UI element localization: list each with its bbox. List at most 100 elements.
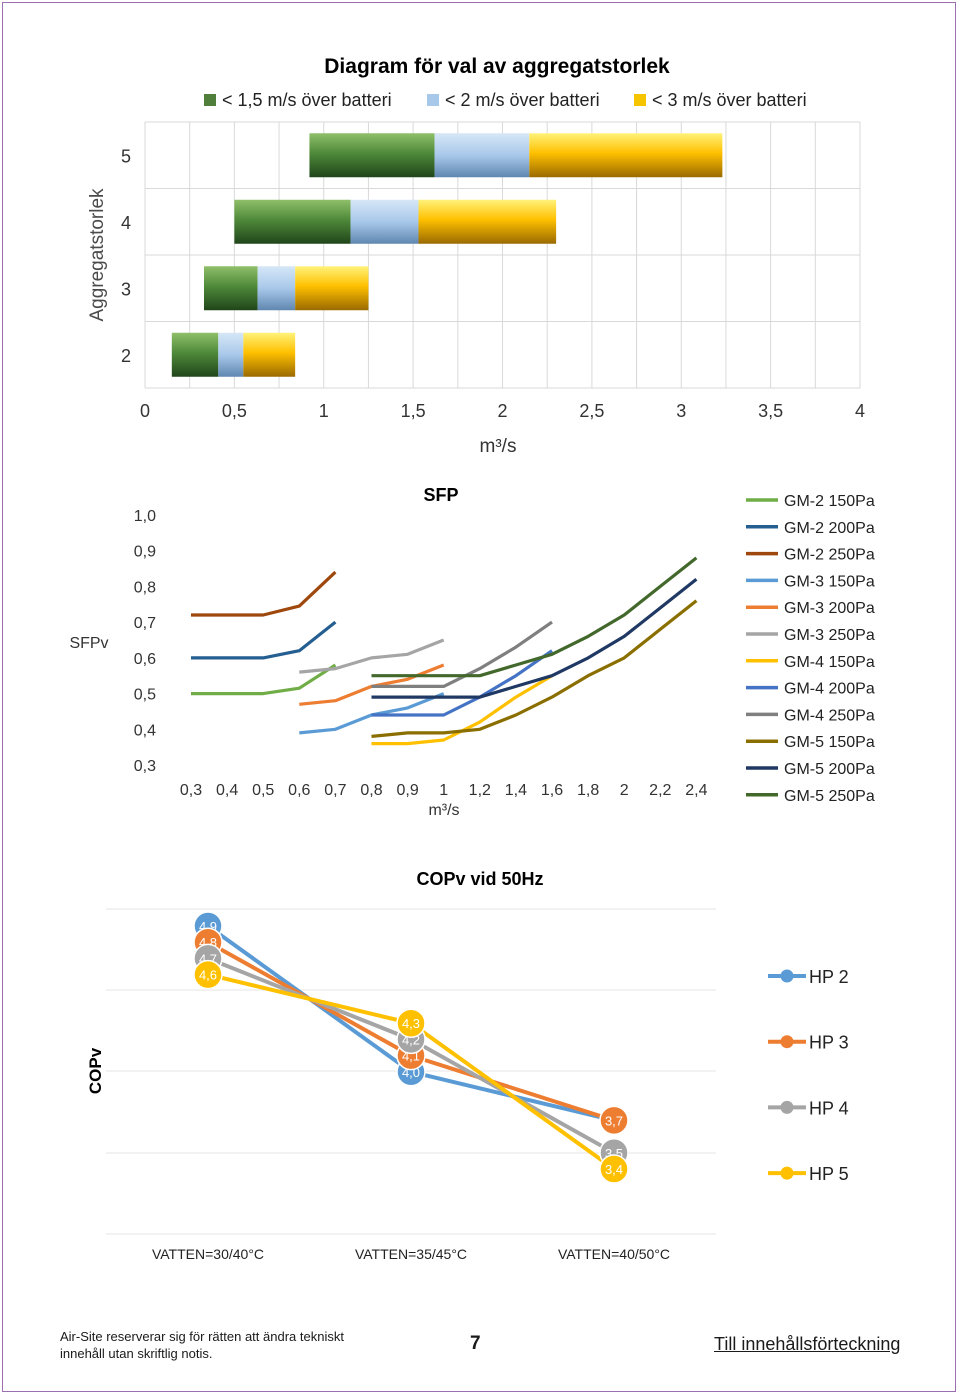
- sfp-series-line: [191, 663, 337, 696]
- copv-data-point: [193, 959, 223, 990]
- chart3-legend-marker: [780, 1035, 794, 1049]
- chart3-legend-marker: [780, 969, 794, 983]
- bar-segment-blue: [257, 266, 296, 311]
- chart2-x-tick-label: 1,6: [541, 782, 563, 799]
- chart2-y-axis-label: SFPv: [69, 635, 108, 652]
- chart2-legend-label: GM-2 150Pa: [784, 493, 875, 510]
- bar-segment-blue: [434, 133, 530, 178]
- chart1-legend-label: < 1,5 m/s över batteri: [222, 90, 392, 110]
- chart3-legend-label: HP 2: [809, 967, 849, 987]
- chart2-x-tick-label: 2,2: [649, 782, 671, 799]
- chart1-legend-swatch: [634, 94, 646, 106]
- bar-segment-green: [203, 266, 258, 311]
- sfp-chart: SFP SFPv 1,0 0,9 0,8 0,7 0,6 0,5 0,4 0,3 0,3 0,4…: [69, 485, 875, 819]
- chart1-y-tick-label: 2: [121, 346, 131, 366]
- bar-segment-green: [234, 199, 351, 244]
- chart1-legend-label: < 2 m/s över batteri: [445, 90, 600, 110]
- chart2-x-axis-label: m³/s: [428, 802, 459, 819]
- chart3-legend-marker: [780, 1166, 794, 1180]
- chart2-x-tick-label: 0,4: [216, 782, 238, 799]
- chart2-y-tick-label: 0,7: [134, 615, 156, 632]
- bar-segment-yellow: [295, 266, 369, 311]
- sfp-series-line: [191, 620, 337, 660]
- chart3-legend: HP 2 HP 3 HP 4 HP 5: [768, 967, 849, 1184]
- chart2-legend-label: GM-3 200Pa: [784, 600, 875, 617]
- chart3-legend-label: HP 3: [809, 1033, 849, 1053]
- chart2-y-tick-label: 0,3: [134, 758, 156, 775]
- chart2-legend-label: GM-4 200Pa: [784, 681, 875, 698]
- sfp-series-line: [371, 620, 553, 688]
- sfp-series-line: [299, 692, 445, 735]
- footer-disclaimer: Air-Site reserverar sig för rätten att ä…: [60, 1329, 344, 1361]
- chart2-y-tick-label: 0,5: [134, 687, 156, 704]
- chart3-title: COPv vid 50Hz: [416, 869, 543, 889]
- table-of-contents-link[interactable]: Till innehållsförteckning: [714, 1334, 901, 1354]
- chart2-x-tick-label: 0,9: [396, 782, 418, 799]
- chart1-x-tick-label: 2,5: [579, 401, 604, 421]
- bar-segment-yellow: [243, 332, 296, 377]
- chart2-x-ticks: 0,3 0,4 0,5 0,6 0,7 0,8 0,9 1 1,2 1,4 1,6 1,8 2 2,2 2,…: [180, 782, 708, 799]
- chart2-y-tick-label: 0,4: [134, 722, 156, 739]
- sfp-series-line: [191, 570, 337, 617]
- chart1-x-axis-label: m³/s: [480, 436, 517, 457]
- copv-chart: COPv vid 50Hz COPv 4,94,03,74,84,13,74,7…: [86, 869, 849, 1262]
- sfp-series-line: [371, 578, 698, 699]
- aggregate-size-chart: Diagram för val av aggregatstorlek < 1,5…: [87, 55, 865, 457]
- chart2-legend-label: GM-2 250Pa: [784, 547, 875, 564]
- chart1-x-tick-label: 0: [140, 401, 150, 421]
- chart1-x-tick-label: 1,5: [401, 401, 426, 421]
- bar-segment-blue: [350, 199, 419, 244]
- copv-data-point: [599, 1105, 629, 1136]
- bar-segment-green: [309, 133, 435, 178]
- copv-data-label: 4,6: [199, 968, 217, 983]
- chart2-x-tick-label: 2: [620, 782, 629, 799]
- chart3-x-tick-label: VATTEN=40/50°C: [558, 1246, 670, 1262]
- chart1-legend-label: < 3 m/s över batteri: [652, 90, 807, 110]
- chart3-legend-label: HP 4: [809, 1098, 849, 1118]
- chart2-x-tick-label: 0,7: [324, 782, 346, 799]
- chart2-x-tick-label: 0,8: [360, 782, 382, 799]
- chart3-x-ticks: VATTEN=30/40°C VATTEN=35/45°C VATTEN=40/50…: [152, 1246, 670, 1262]
- chart1-x-tick-label: 2: [497, 401, 507, 421]
- page-number: 7: [470, 1333, 481, 1354]
- chart1-legend: < 1,5 m/s över batteri < 2 m/s över batte…: [204, 90, 807, 110]
- chart2-y-tick-label: 0,6: [134, 651, 156, 668]
- chart3-x-tick-label: VATTEN=35/45°C: [355, 1246, 467, 1262]
- chart1-x-tick-label: 1: [319, 401, 329, 421]
- chart2-x-tick-label: 1: [439, 782, 448, 799]
- chart2-legend-label: GM-5 200Pa: [784, 761, 875, 778]
- chart1-x-tick-label: 4: [855, 401, 865, 421]
- bar-segment-yellow: [529, 133, 723, 178]
- chart2-x-tick-label: 0,6: [288, 782, 310, 799]
- chart2-lines: [191, 556, 698, 746]
- copv-data-label: 3,4: [605, 1162, 623, 1177]
- chart2-legend: GM-2 150Pa GM-2 200Pa GM-2 250Pa GM-3 150Pa…: [746, 493, 875, 805]
- chart3-points: 4,94,03,74,84,13,74,74,23,54,64,33,4: [193, 911, 629, 1184]
- chart2-legend-label: GM-4 150Pa: [784, 654, 875, 671]
- chart3-y-axis-label: COPv: [86, 1047, 105, 1094]
- chart1-y-tick-label: 5: [121, 146, 131, 166]
- chart1-legend-swatch: [204, 94, 216, 106]
- chart2-y-tick-label: 1,0: [134, 508, 156, 525]
- chart2-x-tick-label: 2,4: [685, 782, 707, 799]
- chart2-legend-label: GM-5 250Pa: [784, 788, 875, 805]
- chart3-legend-marker: [780, 1100, 794, 1114]
- copv-data-label: 3,7: [605, 1113, 623, 1128]
- chart2-legend-label: GM-3 250Pa: [784, 627, 875, 644]
- chart1-x-tick-label: 0,5: [222, 401, 247, 421]
- sfp-series-line: [371, 556, 698, 678]
- chart2-legend-label: GM-5 150Pa: [784, 734, 875, 751]
- chart2-x-tick-label: 0,3: [180, 782, 202, 799]
- sfp-series-line: [299, 638, 445, 674]
- chart1-y-tick-label: 3: [121, 279, 131, 299]
- bar-segment-blue: [218, 332, 244, 377]
- chart2-x-tick-label: 1,4: [505, 782, 527, 799]
- chart2-y-ticks: 1,0 0,9 0,8 0,7 0,6 0,5 0,4 0,3: [134, 508, 156, 775]
- chart2-x-tick-label: 1,8: [577, 782, 599, 799]
- chart1-y-axis-label: Aggregatstorlek: [87, 188, 108, 322]
- chart2-y-tick-label: 0,8: [134, 579, 156, 596]
- sfp-series-line: [371, 649, 553, 717]
- copv-data-point: [396, 1008, 426, 1038]
- chart1-x-ticks: 0 0,5 1 1,5 2 2,5 3 3,5 4: [140, 401, 865, 421]
